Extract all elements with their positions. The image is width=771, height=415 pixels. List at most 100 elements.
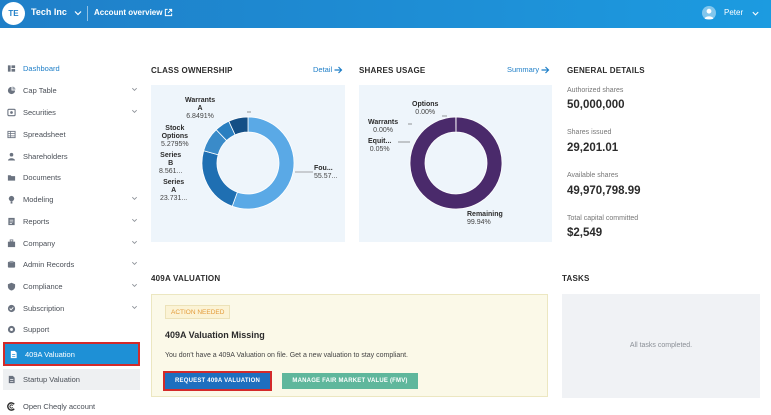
label-warrants-usage-value: 0.00% <box>373 127 393 134</box>
label-options: Options 0.00% <box>412 101 438 117</box>
valuation-description: You don't have a 409A Valuation on file.… <box>165 352 409 359</box>
label-series-a-value: 23.731... <box>160 195 188 202</box>
authorized-shares-value: 50,000,000 <box>567 99 625 111</box>
sidebar-item-dashboard[interactable]: Dashboard <box>3 58 140 78</box>
chevron-down-icon <box>132 109 137 113</box>
available-shares-value: 49,970,798.99 <box>567 185 641 197</box>
summary-link-label: Summary <box>507 65 540 74</box>
class-ownership-card <box>151 85 345 242</box>
documents-icon <box>7 174 16 181</box>
class-ownership-title: CLASS OWNERSHIP <box>151 66 233 75</box>
label-series-b-value: 8.561... <box>159 168 183 175</box>
label-stock-options-value: 5.2795% <box>161 141 189 148</box>
sidebar-item-documents[interactable]: Documents <box>3 167 140 187</box>
manage-fmv-button[interactable]: MANAGE FAIR MARKET VALUE (FMV) <box>282 373 418 389</box>
cap-table-icon <box>7 85 16 94</box>
arrow-right-icon <box>541 66 550 73</box>
sidebar-item-label: Subscription <box>23 303 65 313</box>
label-warrants-a: Warrants A 6.8491% <box>185 97 215 121</box>
chevron-down-icon <box>132 283 137 287</box>
sidebar-item-label: Open Cheqly account <box>23 401 96 411</box>
label-series-b-title: Series <box>160 152 182 159</box>
sidebar-item-label: Support <box>23 324 50 334</box>
sidebar-item-shareholders[interactable]: Shareholders <box>3 146 140 166</box>
label-warrants-usage: Warrants 0.00% <box>368 119 398 135</box>
shares-usage-donut <box>409 116 503 210</box>
shares-usage-card <box>359 85 552 242</box>
shares-issued-value: 29,201.01 <box>567 142 619 154</box>
chevron-down-icon[interactable] <box>751 9 760 18</box>
sidebar-item-company[interactable]: Company <box>3 233 140 253</box>
label-warrants-usage-title: Warrants <box>368 119 399 126</box>
detail-link-label: Detail <box>313 65 333 74</box>
label-equity: Equit... 0.05% <box>368 138 391 154</box>
chevron-down-icon <box>132 87 137 91</box>
sidebar-item-label: Spreadsheet <box>23 129 66 139</box>
total-capital-label: Total capital committed <box>567 215 639 222</box>
sidebar-item-open-cheqly-account[interactable]: Open Cheqly account <box>3 396 140 415</box>
sidebar-item-admin-records[interactable]: Admin Records <box>3 254 140 274</box>
label-remaining: Remaining 99.94% <box>467 211 503 227</box>
authorized-shares-label: Authorized shares <box>567 87 624 94</box>
donut-slice-series-a[interactable] <box>201 150 238 207</box>
label-series-a-title-2: A <box>171 187 177 194</box>
tasks-card <box>562 294 760 398</box>
label-stock-options-title-2: Options <box>161 133 189 140</box>
sidebar-item-label: 409A Valuation <box>25 349 75 359</box>
sidebar-item-modeling[interactable]: Modeling <box>3 189 140 209</box>
chevron-down-icon[interactable] <box>73 8 83 18</box>
sidebar-item-securities[interactable]: Securities <box>3 102 140 122</box>
sidebar-item-reports[interactable]: Reports <box>3 211 140 231</box>
chevron-down-icon <box>132 305 137 309</box>
label-stock-options-title: Stock <box>165 125 185 132</box>
shares-usage-title: SHARES USAGE <box>359 66 426 75</box>
detail-link[interactable]: Detail <box>313 65 343 74</box>
admin-records-icon <box>7 260 16 268</box>
total-capital-value: $2,549 <box>567 227 603 239</box>
sidebar-item-spreadsheet[interactable]: Spreadsheet <box>3 124 140 144</box>
external-link-icon[interactable] <box>164 8 173 17</box>
company-avatar[interactable]: TE <box>2 2 25 25</box>
document-icon <box>8 375 15 384</box>
sidebar-item-409a-valuation[interactable]: 409A Valuation <box>3 342 140 366</box>
company-name[interactable]: Tech Inc <box>31 7 67 17</box>
sidebar-item-label: Compliance <box>23 281 63 291</box>
label-stock-options: Stock Options 5.2795% <box>161 125 189 149</box>
user-name[interactable]: Peter <box>724 8 744 17</box>
document-icon <box>10 350 17 358</box>
label-remaining-value: 99.94% <box>467 219 491 226</box>
label-warrants-title: Warrants <box>185 97 216 104</box>
tasks-empty-text: All tasks completed. <box>629 342 693 349</box>
sidebar-item-cap-table[interactable]: Cap Table <box>3 80 140 100</box>
available-shares-label: Available shares <box>567 172 619 179</box>
general-details-title: GENERAL DETAILS <box>567 66 645 75</box>
arrow-right-icon <box>334 66 343 73</box>
summary-link[interactable]: Summary <box>507 65 550 74</box>
donut-slice-warrants-a[interactable] <box>228 116 249 136</box>
label-series-b-title-2: B <box>168 160 174 167</box>
header-divider <box>87 6 88 21</box>
donut-slice-remaining[interactable] <box>409 116 503 210</box>
label-series-a-title: Series <box>163 179 185 186</box>
chevron-down-icon <box>132 240 137 244</box>
user-avatar-icon[interactable] <box>702 6 716 20</box>
shares-issued-label: Shares issued <box>567 129 612 136</box>
valuation-heading: 409A Valuation Missing <box>165 330 265 340</box>
sidebar-item-support[interactable]: Support <box>3 319 140 339</box>
label-options-value: 0.00% <box>415 109 436 116</box>
label-equity-title: Equit... <box>368 138 392 145</box>
request-409a-valuation-button[interactable]: REQUEST 409A VALUATION <box>163 371 272 391</box>
tasks-title: TASKS <box>562 274 590 283</box>
chevron-down-icon <box>132 196 137 200</box>
sidebar-item-label: Cap Table <box>23 85 57 95</box>
top-bar: TE Tech Inc Account overview Peter <box>0 0 771 28</box>
account-overview-link[interactable]: Account overview <box>94 8 163 17</box>
donut-slice-founders[interactable] <box>231 116 295 210</box>
sidebar-item-subscription[interactable]: Subscription <box>3 298 140 318</box>
support-icon <box>7 325 16 333</box>
sidebar-item-label: Securities <box>23 107 56 117</box>
sidebar-item-label: Shareholders <box>23 151 68 161</box>
sidebar-item-startup-valuation[interactable]: Startup Valuation <box>3 369 140 390</box>
sidebar-item-compliance[interactable]: Compliance <box>3 276 140 296</box>
